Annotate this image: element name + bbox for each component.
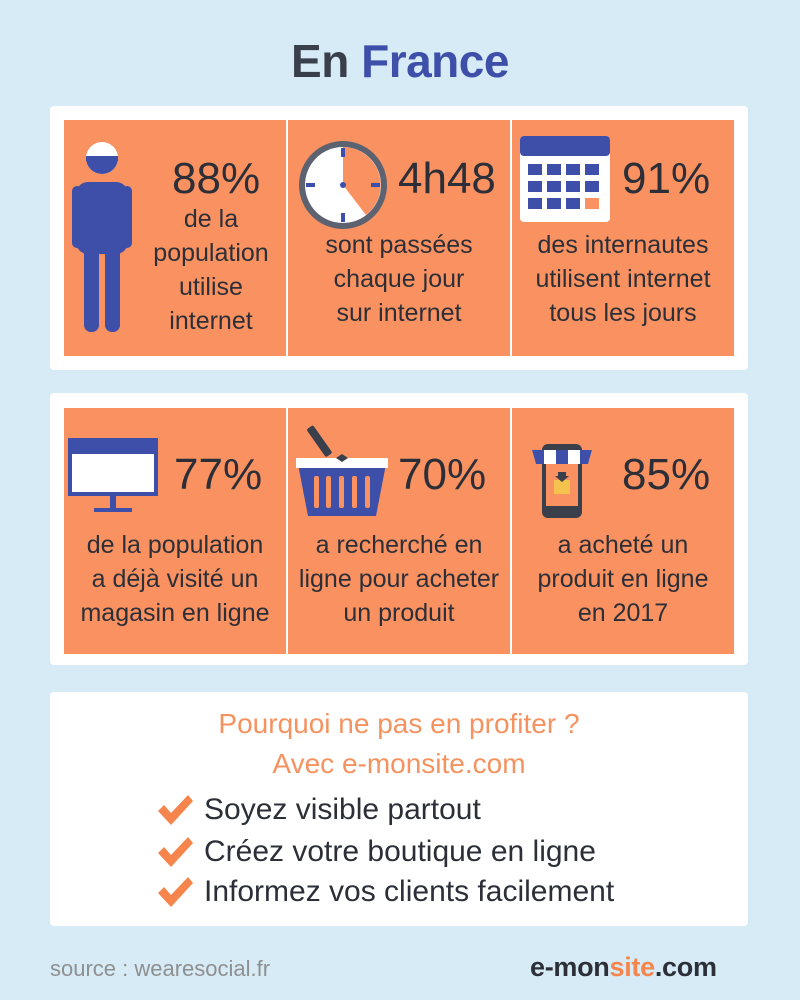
phone-shop-icon [532,444,592,518]
stat-card-daily-users: 91% des internautes utilisent internet t… [512,120,734,356]
check-icon [158,795,193,825]
check-icon [158,837,193,867]
title-part2: France [361,35,509,87]
brand-part2: site [609,952,656,982]
stat-description: a acheté un produit en ligne en 2017 [512,528,734,630]
benefit-item: Informez vos clients facilement [156,872,614,912]
stat-card-time: 4h48 sont passées chaque jour sur intern… [288,120,510,356]
stat-line: chaque jour [333,265,465,293]
stat-description: sont passées chaque jour sur internet [288,228,510,330]
stat-line: produit en ligne [537,565,709,593]
benefit-item: Soyez visible partout [156,790,481,830]
stat-value: 85% [622,450,711,499]
stat-line: population [153,239,269,267]
title-part1: En [291,35,349,87]
stats-panel-1: 88% de la population utilise internet 4h… [50,106,748,370]
stat-line: magasin en ligne [80,599,270,627]
source-note: source : wearesocial.fr [50,956,271,981]
stat-line: a déjà visité un [91,565,259,593]
stat-value: 91% [622,154,711,203]
stat-card-population: 88% de la population utilise internet [64,120,286,356]
stat-card-online-purchase: 85% a acheté un produit en ligne en 2017 [512,408,734,654]
clock-icon [299,141,387,229]
stat-line: utilisent internet [535,265,711,293]
benefit-text: Informez vos clients facilement [204,875,615,908]
stat-line: a recherché en [315,531,483,559]
stat-line: utilise [179,273,243,301]
brand-part3: .com [654,952,717,982]
check-icon [158,877,193,907]
stat-line: en 2017 [577,599,669,627]
stat-line: a acheté un [557,531,689,559]
benefit-text: Créez votre boutique en ligne [204,835,596,868]
stat-line: sur internet [336,299,462,327]
brand-logo: e-monsite.com [530,952,717,983]
stat-line: internet [169,307,253,335]
stat-line: un produit [343,599,455,627]
stat-card-shop-visits: 77% de la population a déjà visité un ma… [64,408,286,654]
benefit-item: Créez votre boutique en ligne [156,832,596,872]
brand-part1: e-mon [530,952,610,982]
person-icon [72,142,132,332]
promo-question: Pourquoi ne pas en profiter ? [218,708,580,739]
stat-line: de la population [86,531,264,559]
stat-value: 70% [398,450,487,499]
stats-panel-2: 77% de la population a déjà visité un ma… [50,393,748,665]
monitor-icon [68,438,158,512]
stat-description: des internautes utilisent internet tous … [512,228,734,330]
stat-value: 88% [172,154,261,203]
calendar-icon [520,136,610,222]
stat-description: a recherché en ligne pour acheter un pro… [288,528,510,630]
promo-panel: Pourquoi ne pas en profiter ? Avec e-mon… [50,692,748,926]
page-title: En France [0,34,800,88]
promo-site: Avec e-monsite.com [272,748,526,779]
stat-value: 4h48 [398,154,496,203]
stat-description: de la population utilise internet [144,202,278,338]
stat-line: tous les jours [549,299,697,327]
stat-description: de la population a déjà visité un magasi… [64,528,286,630]
stat-value: 77% [174,450,263,499]
stat-line: de la [183,205,239,233]
stat-line: des internautes [537,231,709,259]
benefit-text: Soyez visible partout [204,793,481,826]
basket-icon [296,425,388,516]
stat-line: sont passées [325,231,473,259]
stat-line: ligne pour acheter [298,565,500,593]
stat-card-online-research: 70% a recherché en ligne pour acheter un… [288,408,510,654]
